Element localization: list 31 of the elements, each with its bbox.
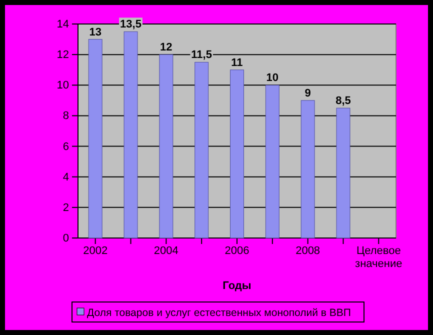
x-tick-label: 2006 bbox=[224, 245, 250, 257]
y-tick-label: 8 bbox=[62, 110, 69, 122]
y-tick-label: 0 bbox=[62, 232, 69, 245]
x-tick-label: 2008 bbox=[296, 245, 320, 257]
y-tick-label: 12 bbox=[56, 49, 69, 62]
y-tick-label: 6 bbox=[62, 140, 69, 153]
data-label: 8,5 bbox=[336, 95, 351, 108]
data-label: 13 bbox=[89, 26, 102, 38]
y-tick-label: 10 bbox=[56, 80, 69, 92]
data-label: 11,5 bbox=[191, 49, 212, 62]
data-label: 13,5 bbox=[120, 18, 142, 31]
data-label: 9 bbox=[304, 87, 311, 100]
bar bbox=[194, 62, 209, 238]
bar bbox=[88, 39, 102, 238]
bar bbox=[300, 100, 315, 238]
bar bbox=[230, 70, 244, 238]
y-tick-label: 14 bbox=[56, 18, 69, 31]
data-label: 10 bbox=[266, 72, 279, 84]
data-label: 12 bbox=[160, 42, 172, 54]
x-tick-label: 2004 bbox=[154, 245, 178, 257]
legend-label: Доля товаров и услуг естественных монополий в ВВП bbox=[87, 307, 351, 319]
x-axis-title: Годы bbox=[222, 280, 252, 292]
bar bbox=[336, 108, 350, 238]
x-tick-label: 2002 bbox=[83, 245, 108, 257]
y-tick-label: 2 bbox=[62, 202, 69, 214]
y-tick-label: 4 bbox=[62, 171, 69, 184]
bar bbox=[159, 54, 174, 238]
bar bbox=[265, 84, 280, 238]
bar bbox=[124, 31, 138, 238]
x-tick-label: Целевое значение bbox=[355, 245, 402, 270]
data-label: 11 bbox=[231, 56, 243, 69]
